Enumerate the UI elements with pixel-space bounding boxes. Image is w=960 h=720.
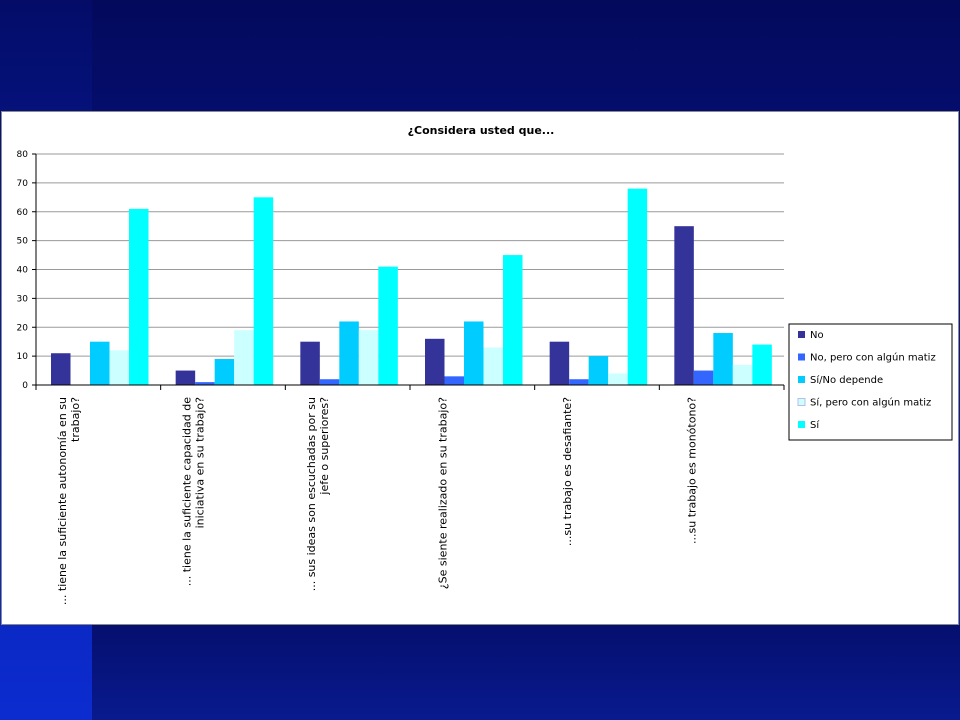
- y-tick-label: 20: [17, 323, 29, 333]
- category-label-line: trabajo?: [69, 397, 82, 442]
- bar: [129, 208, 149, 385]
- bar-chart: ¿Considera usted que... 0 10 20 30 40 50 60 70 8…: [17, 124, 953, 605]
- legend: No No, pero con algún matiz Sí/No depende S…: [788, 323, 953, 441]
- category-label-line: iniciativa en su trabajo?: [194, 397, 207, 529]
- chart-panel: ¿Considera usted que... 0 10 20 30 40 50 60 70 8…: [1, 111, 959, 625]
- background-bottom-band: [92, 625, 960, 720]
- category-label-line: ...su trabajo es desafiante?: [561, 397, 574, 546]
- category-label-line: jefe o superiores?: [318, 397, 331, 496]
- y-tick-label: 40: [17, 266, 29, 276]
- bar: [608, 373, 628, 385]
- bar: [51, 353, 71, 385]
- bar: [752, 344, 772, 385]
- category-label-line: ... tiene la suficiente autonomía en su: [56, 397, 69, 605]
- legend-swatch: [797, 398, 806, 406]
- y-tick-label: 60: [17, 208, 29, 218]
- bars: [51, 188, 772, 385]
- category-label-line: ...su trabajo es monótono?: [686, 397, 699, 544]
- legend-box: [788, 323, 953, 441]
- category-label-line: ... tiene la suficiente capacidad de: [181, 397, 194, 587]
- bar: [253, 197, 274, 385]
- category-label: ... tiene la suficiente capacidad de inic…: [181, 397, 207, 587]
- bar: [549, 341, 570, 385]
- bar: [425, 338, 445, 385]
- bar: [195, 382, 215, 385]
- y-tick-label: 70: [17, 179, 29, 189]
- bar: [300, 341, 320, 385]
- bar: [627, 188, 648, 385]
- legend-swatch: [798, 421, 805, 428]
- bar: [90, 341, 110, 385]
- bar: [503, 255, 523, 385]
- legend-label: No, pero con algún matiz: [810, 352, 936, 364]
- bar: [214, 359, 235, 385]
- legend-label: Sí: [810, 419, 820, 431]
- legend-label: Sí/No depende: [810, 374, 883, 386]
- category-label: ...su trabajo es monótono?: [686, 397, 699, 544]
- bar: [175, 370, 196, 385]
- y-tick-label: 30: [17, 294, 29, 304]
- bar: [234, 330, 254, 385]
- bar: [693, 370, 714, 385]
- axes: [35, 154, 785, 390]
- y-tick-label: 0: [22, 381, 28, 391]
- chart-title: ¿Considera usted que...: [408, 124, 555, 137]
- bar: [732, 364, 753, 385]
- bar: [358, 330, 379, 385]
- bar: [588, 356, 609, 385]
- legend-swatch: [798, 331, 805, 338]
- bar: [444, 376, 464, 385]
- bar: [674, 226, 694, 385]
- bar: [319, 379, 340, 385]
- bar: [483, 347, 503, 385]
- bar: [464, 321, 484, 385]
- category-label: ... sus ideas son escuchadas por su jefe …: [305, 397, 331, 591]
- bar: [378, 266, 398, 385]
- axis-labels: 0 10 20 30 40 50 60 70 80 ... tiene la suficiente…: [17, 150, 699, 605]
- y-tick-label: 10: [17, 352, 29, 362]
- bar: [339, 321, 359, 385]
- category-label-line: ... sus ideas son escuchadas por su: [305, 397, 318, 591]
- category-label: ... tiene la suficiente autonomía en su t…: [56, 397, 82, 605]
- category-label: ¿Se siente realizado en su trabajo?: [436, 397, 449, 589]
- y-tick-label: 50: [17, 237, 29, 247]
- y-tick-label: 80: [17, 150, 29, 160]
- legend-swatch: [798, 353, 805, 361]
- legend-label: Sí, pero con algún matiz: [810, 397, 931, 409]
- bar: [109, 350, 129, 385]
- bar: [569, 379, 589, 385]
- bar: [713, 333, 733, 385]
- category-label-line: ¿Se siente realizado en su trabajo?: [436, 397, 449, 589]
- category-label: ...su trabajo es desafiante?: [561, 397, 574, 546]
- legend-swatch: [798, 376, 805, 383]
- legend-label: No: [810, 330, 824, 341]
